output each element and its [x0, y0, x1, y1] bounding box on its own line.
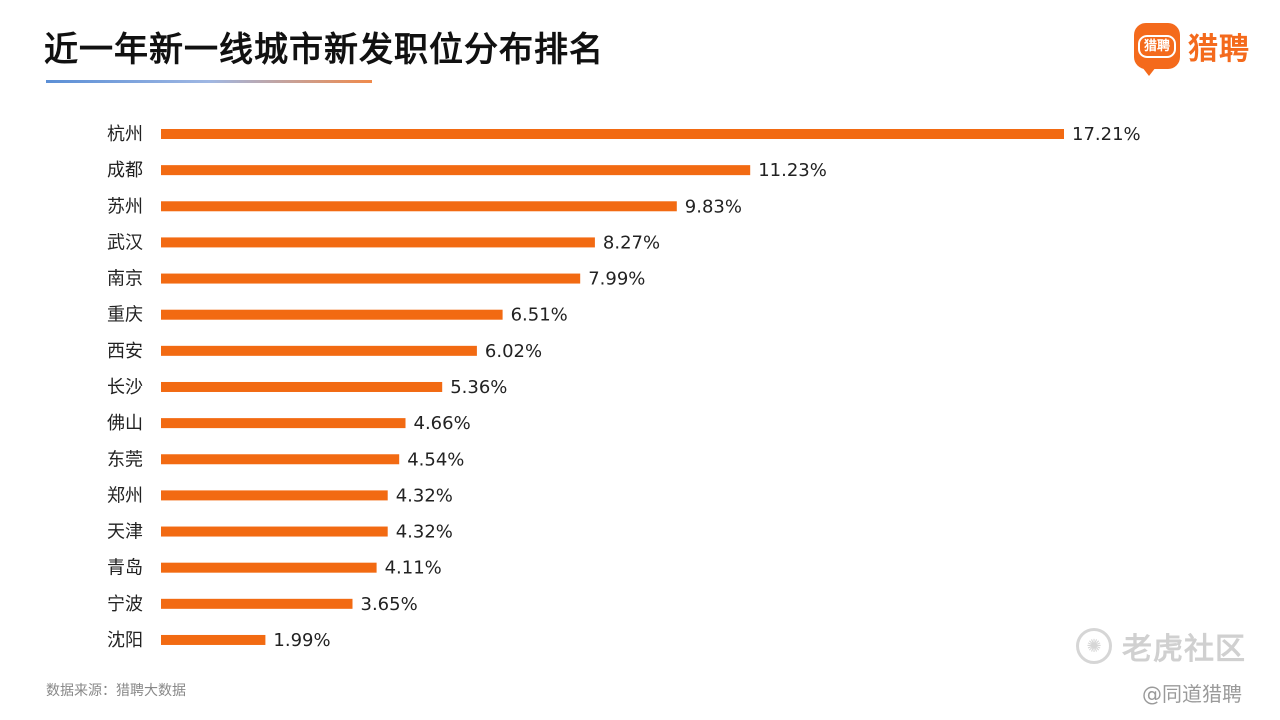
category-label: 天津 — [107, 522, 143, 543]
watermark-main-text: 老虎社区 — [1122, 632, 1246, 667]
bar — [161, 598, 353, 609]
bar — [161, 418, 406, 429]
bar — [161, 490, 388, 501]
category-label: 武汉 — [107, 232, 143, 253]
value-label: 8.27% — [603, 232, 660, 253]
bar — [161, 201, 677, 212]
bar — [161, 526, 388, 537]
value-label: 4.11% — [385, 558, 442, 579]
value-label: 3.65% — [361, 594, 418, 615]
title-underline — [46, 80, 372, 83]
bar — [161, 165, 751, 176]
category-label: 西安 — [107, 341, 143, 362]
bar — [161, 454, 400, 465]
page-title: 近一年新一线城市新发职位分布排名 — [44, 30, 604, 70]
logo-icon-label: 猎聘 — [1137, 34, 1176, 58]
bar — [161, 562, 377, 573]
value-label: 1.99% — [273, 630, 330, 651]
category-label: 苏州 — [107, 196, 143, 217]
value-label: 6.51% — [511, 305, 568, 326]
category-label: 杭州 — [107, 124, 143, 145]
category-label: 长沙 — [107, 377, 143, 398]
bar — [161, 381, 443, 392]
bar — [161, 129, 1064, 139]
liepin-logo: 猎聘 猎聘 — [1134, 22, 1250, 76]
category-label: 重庆 — [107, 305, 143, 326]
value-label: 7.99% — [588, 269, 645, 290]
value-label: 17.21% — [1072, 124, 1141, 145]
category-label: 成都 — [107, 160, 143, 181]
value-label: 9.83% — [685, 196, 742, 217]
value-label: 4.32% — [396, 522, 453, 543]
category-label: 郑州 — [107, 485, 143, 506]
chat-bubble-logo-icon: 猎聘 — [1134, 23, 1180, 76]
bar — [161, 345, 477, 356]
category-label: 青岛 — [107, 558, 143, 579]
category-label: 沈阳 — [107, 630, 143, 651]
logo-brand-text: 猎聘 — [1188, 32, 1250, 67]
bar — [161, 237, 595, 248]
category-label: 佛山 — [107, 413, 143, 434]
value-label: 5.36% — [450, 377, 507, 398]
value-label: 4.66% — [414, 413, 471, 434]
bar — [161, 309, 503, 320]
watermark: ✺ 老虎社区 — [1076, 624, 1246, 668]
value-label: 11.23% — [758, 160, 827, 181]
category-label: 东莞 — [107, 449, 143, 470]
value-label: 6.02% — [485, 341, 542, 362]
bar — [161, 273, 581, 284]
bar — [161, 634, 266, 645]
watermark-sub-text: @同道猎聘 — [1142, 682, 1242, 706]
tiger-swirl-icon: ✺ — [1076, 628, 1112, 664]
value-label: 4.54% — [407, 449, 464, 470]
value-label: 4.32% — [396, 485, 453, 506]
category-label: 南京 — [107, 269, 143, 290]
category-label: 宁波 — [107, 594, 143, 615]
data-source-note: 数据来源：猎聘大数据 — [46, 683, 186, 699]
